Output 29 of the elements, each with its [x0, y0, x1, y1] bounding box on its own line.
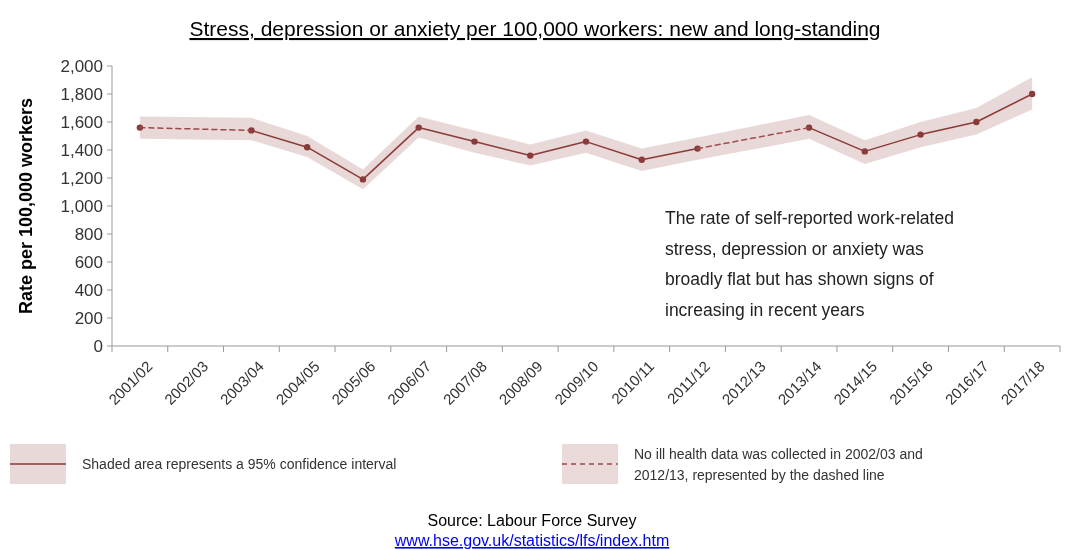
legend-label: No ill health data was collected in 2002/03 and 2012/13, represented by the dashed line: [634, 445, 923, 483]
y-tick-label: 400: [74, 280, 103, 300]
y-tick-label: 1,000: [60, 196, 103, 216]
point: [527, 152, 534, 159]
y-axis-title: Rate per 100,000 workers: [16, 97, 36, 315]
y-tick-label: 0: [93, 336, 103, 356]
annotation: The rate of self-reported work-related stress, depression or anxiety was broadly flat but has shown signs of increasing in recent years: [665, 208, 954, 320]
point: [359, 176, 367, 183]
point: [638, 156, 645, 163]
source-note: Source: Labour Force Survey: [427, 512, 637, 529]
y-tick-label: 800: [74, 224, 103, 244]
y-tick-label: 1,600: [60, 112, 103, 132]
y-tick-label: 2,000: [60, 56, 103, 76]
point: [1028, 90, 1036, 98]
chart-title: Stress, depression or anxiety per 100,000 workers: new and long-standing: [189, 17, 881, 40]
point: [582, 138, 590, 145]
y-tick-label: 600: [74, 252, 103, 272]
point: [917, 131, 924, 138]
y-tick-label: 1,800: [60, 84, 103, 104]
y-tick-label: 1,400: [60, 140, 103, 160]
text: www.hse.gov.uk/statistics/lfs/index.htm: [393, 532, 670, 549]
point: [415, 124, 422, 131]
y-tick-label: 200: [74, 308, 103, 328]
point: [973, 118, 980, 126]
legend-label: Shaded area represents a 95% confidence interval: [82, 455, 397, 472]
point: [861, 148, 869, 155]
y-tick-label: 1,200: [60, 168, 103, 188]
point: [471, 138, 478, 145]
point: [303, 144, 311, 151]
